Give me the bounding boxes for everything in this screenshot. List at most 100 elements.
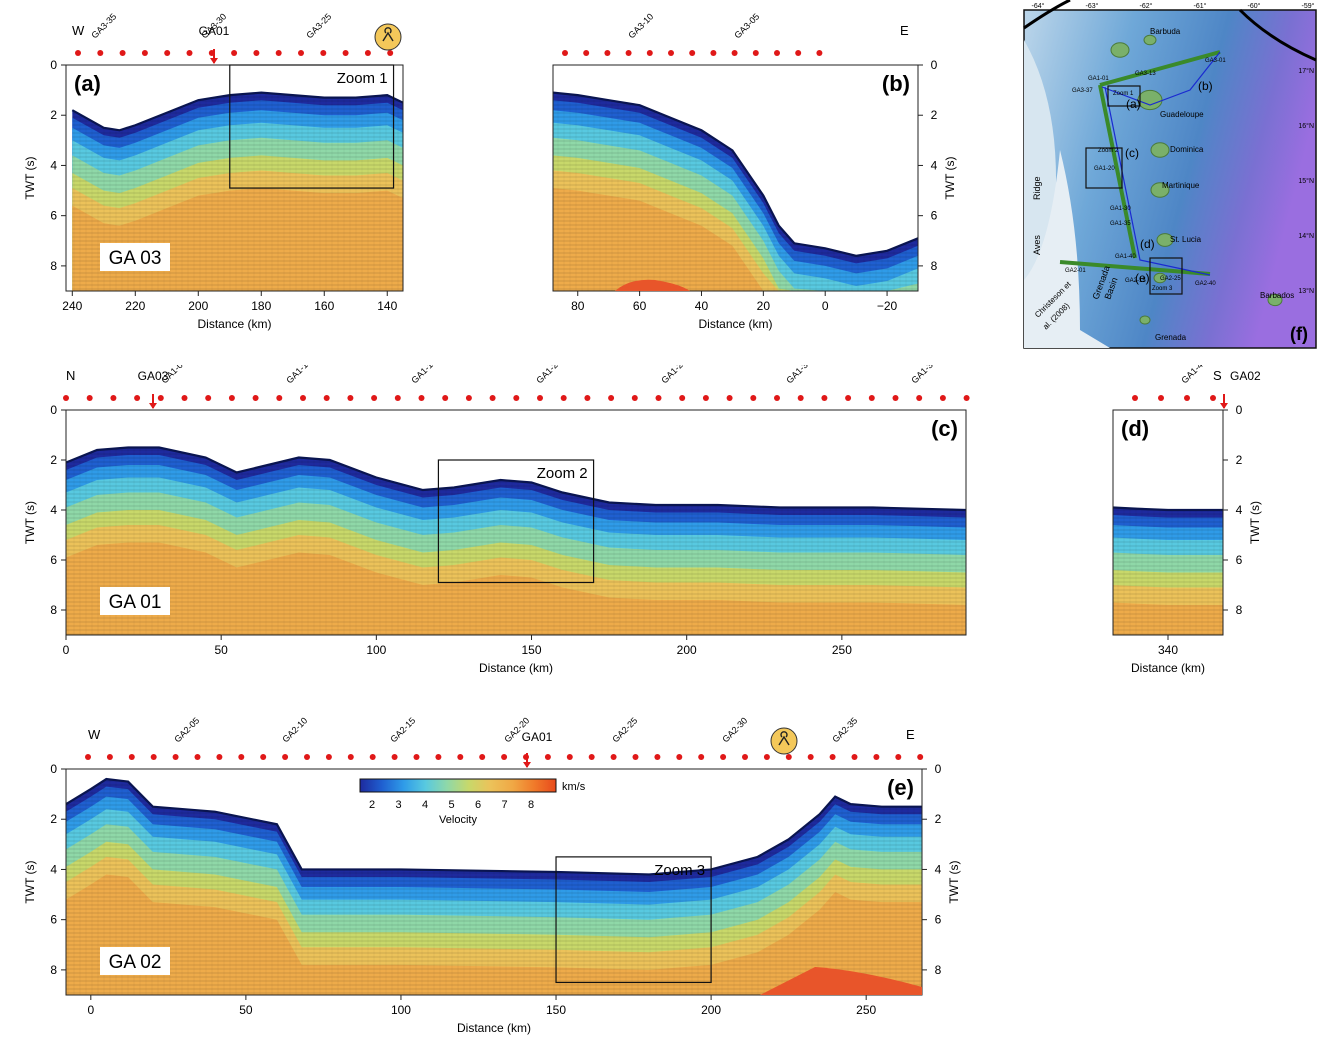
map-lat-tick: 17°N [1298, 67, 1314, 75]
map-lon-tick: -60° [1248, 2, 1261, 10]
island-shape [1267, 293, 1283, 307]
ship-station-dot [97, 50, 104, 56]
ship-station-dot [465, 395, 472, 401]
island-shape [1156, 233, 1174, 247]
ship-station-dot [275, 50, 282, 56]
crossing-arrowhead-a [210, 58, 218, 64]
ship-station-dot [181, 395, 188, 401]
map-island-label: Dominica [1170, 145, 1204, 154]
colorbar-label: Velocity [439, 814, 477, 826]
x-tick-label-c: 200 [677, 643, 697, 657]
ship-station-dot [413, 754, 420, 760]
line-name-box-e [100, 947, 170, 975]
y-tick-label-right-d: 8 [1236, 603, 1243, 617]
map-inset-tag: (b) [1198, 79, 1213, 93]
y-tick-label-left-c: 2 [50, 453, 57, 467]
x-axis-label-e: Distance (km) [457, 1021, 531, 1035]
island-shape [1150, 142, 1170, 158]
seismometer-icon [374, 23, 402, 51]
panel-f-map: -64° -63° -62° -61° -60° -59° 17°N 16°N 15°N 14°N… [1010, 0, 1328, 352]
crossing-arrowhead-e [523, 762, 531, 768]
panel-tag-b: (b) [882, 71, 910, 96]
grenada-basin-shallow [1024, 150, 1110, 348]
ship-station-dot [631, 395, 638, 401]
ship-station-dot [369, 754, 376, 760]
ship-station-dot [963, 395, 970, 401]
x-tick-label-a: 200 [188, 299, 208, 313]
ship-station-dot [655, 395, 662, 401]
ship-station-dot [501, 754, 508, 760]
x-tick-label-a: 160 [314, 299, 334, 313]
y-tick-label-left-e: 8 [50, 963, 57, 977]
y-tick-label-left-e: 0 [50, 762, 57, 776]
ship-track-1 [1101, 51, 1221, 106]
seismic-section-a: Zoom 1 240 220 200 180 160 140 Distance (km) 0 2 4… [23, 11, 404, 331]
map-island-label: Grenada [1155, 333, 1187, 342]
map-lat-tick: 14°N [1298, 232, 1314, 240]
y-tick-label-right-b: 0 [931, 58, 938, 72]
x-tick-label-b: 80 [571, 299, 585, 313]
colorbar-tick-label: 6 [475, 799, 481, 811]
island-shape [1139, 315, 1151, 325]
map-island-label: St. Lucia [1170, 235, 1202, 244]
ship-station-dot [917, 754, 924, 760]
reflectivity-texture-a [72, 92, 403, 291]
plot-frame-e [65, 768, 923, 996]
direction-right-d: S [1213, 368, 1222, 383]
zoom-box-a [229, 64, 395, 189]
line-name-e: GA 02 [109, 952, 162, 973]
seismometer-icon [770, 727, 798, 755]
map-island-label: Barbados [1260, 291, 1294, 300]
panel-tag-e: (e) [887, 775, 914, 800]
seafloor-line-c [66, 446, 966, 512]
ship-station-dot [829, 754, 836, 760]
y-tick-label-right-d: 6 [1236, 553, 1243, 567]
zoom-label-c: Zoom 2 [537, 465, 588, 482]
seafloor-line-d [1113, 506, 1223, 512]
colorbar-tick-label: 2 [369, 799, 375, 811]
ship-station-dot [584, 395, 591, 401]
x-axis-label-c: Distance (km) [479, 661, 553, 675]
x-tick-label-a: 180 [251, 299, 271, 313]
x-tick-label-e: 100 [391, 1003, 411, 1017]
island-shape [1137, 89, 1163, 111]
map-line-label: GA2-15 [1125, 278, 1146, 284]
colorbar-tick-label: 8 [528, 799, 534, 811]
x-tick-label-d: 340 [1158, 643, 1178, 657]
y-tick-label-left-a: 4 [50, 158, 57, 172]
ship-station-dot [895, 754, 902, 760]
station-label: GA2-10 [280, 715, 309, 744]
map-inset-tag: (a) [1126, 97, 1141, 111]
x-tick-label-e: 250 [856, 1003, 876, 1017]
ship-station-dot [63, 395, 69, 401]
y-tick-label-right-e: 4 [935, 862, 942, 876]
y-tick-label-left-e: 4 [50, 862, 57, 876]
map-zoom-label: Zoom 3 [1152, 286, 1173, 292]
map-lat-tick: 13°N [1298, 287, 1314, 295]
panel-tag-a: (a) [74, 71, 101, 96]
ship-station-dot [320, 50, 327, 56]
plate-boundary-east [1238, 8, 1317, 62]
ship-station-dot [300, 395, 306, 401]
map-inset-tag: (c) [1125, 146, 1139, 160]
ship-station-dot [371, 395, 378, 401]
map-lon-tick: -59° [1302, 2, 1315, 10]
x-tick-label-e: 150 [546, 1003, 566, 1017]
station-label: GA1-20 [534, 365, 563, 385]
y-tick-label-left-a: 0 [50, 58, 57, 72]
y-axis-label-right-e: TWT (s) [947, 860, 961, 903]
x-tick-label-c: 0 [63, 643, 70, 657]
map-lon-tick: -63° [1086, 2, 1099, 10]
ship-station-dot [347, 395, 354, 401]
zoom-label-a: Zoom 1 [337, 70, 388, 87]
x-tick-label-c: 150 [522, 643, 542, 657]
map-inset-tag: (e) [1135, 271, 1150, 285]
crossing-label-c: GA03 [138, 369, 169, 383]
ship-station-dot [150, 754, 157, 760]
ship-station-dot [391, 754, 398, 760]
direction-right-e: E [906, 727, 915, 742]
map-inset-tag: (d) [1140, 237, 1155, 251]
high-velocity-body-e [760, 967, 922, 995]
reflectivity-texture-e [66, 779, 922, 995]
y-tick-label-left-e: 6 [50, 913, 57, 927]
